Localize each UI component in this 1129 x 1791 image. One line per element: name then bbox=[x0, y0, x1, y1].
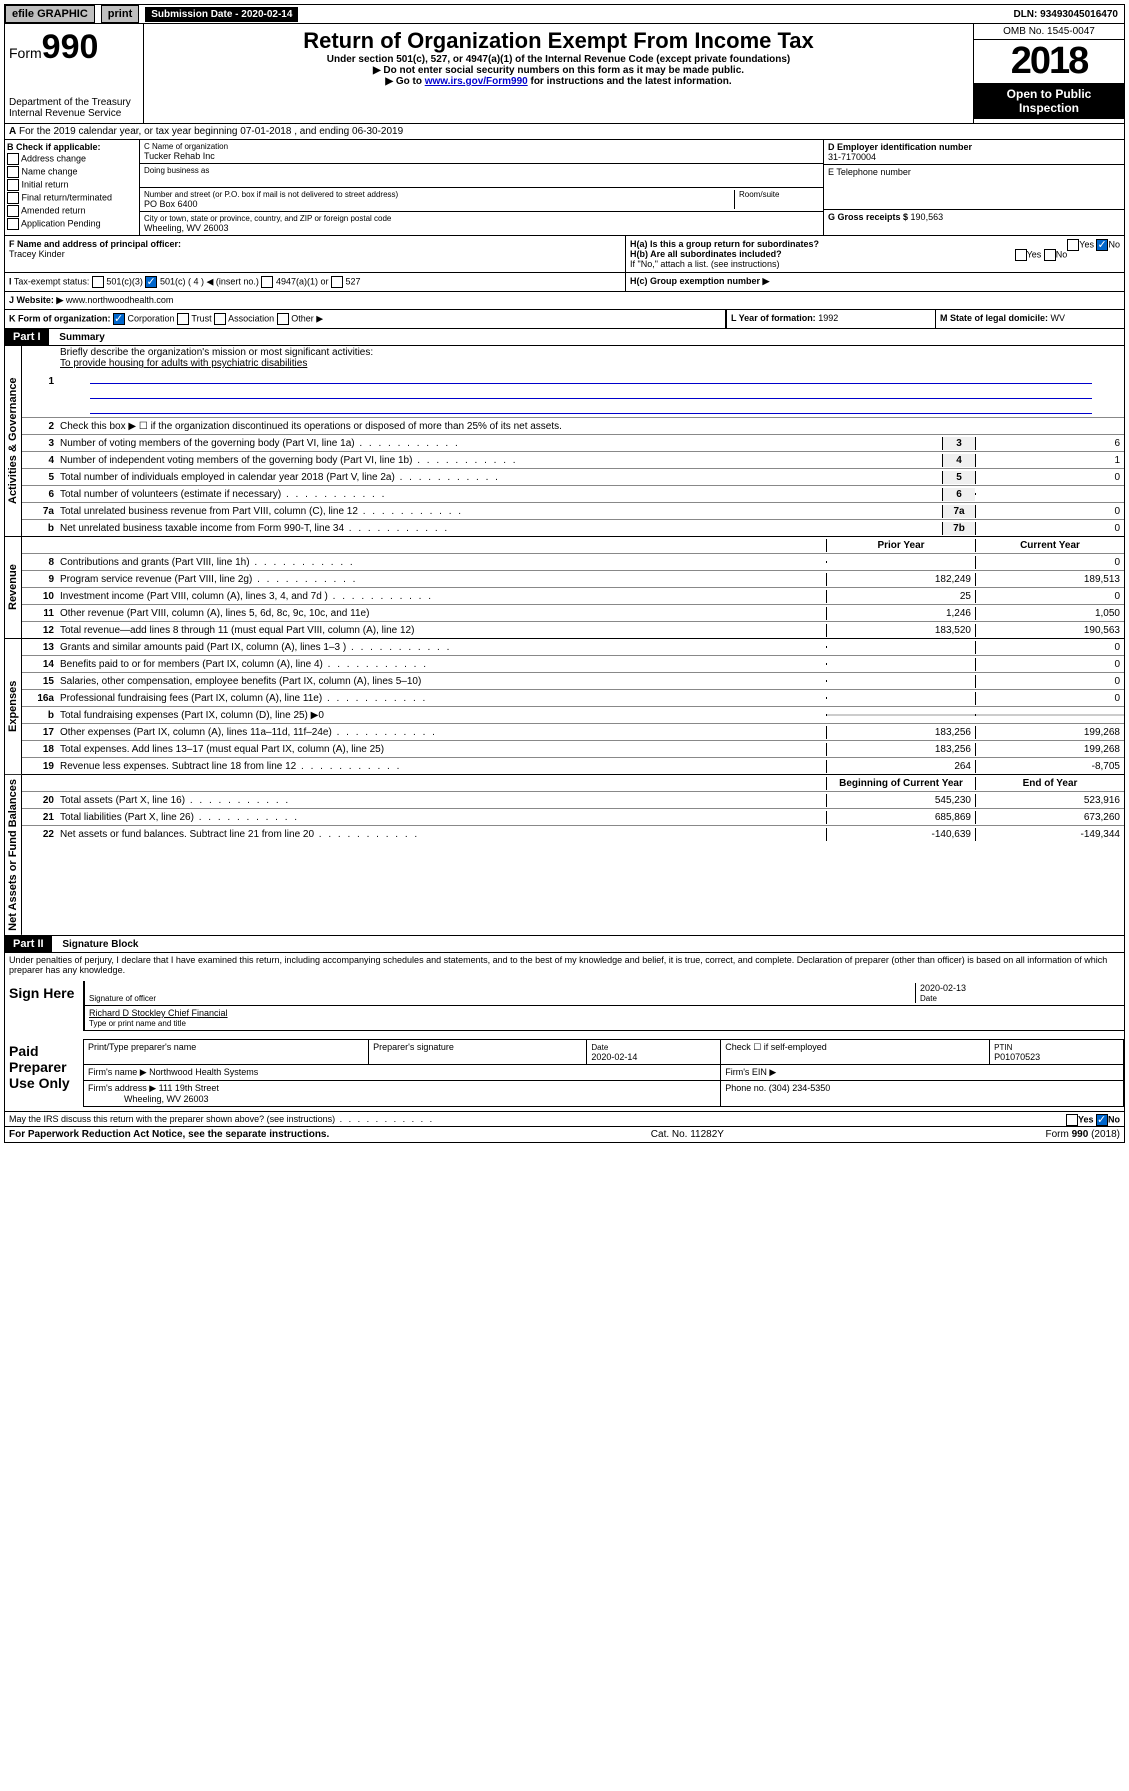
subtitle-2: Do not enter social security numbers on … bbox=[148, 65, 969, 76]
side-revenue: Revenue bbox=[5, 537, 22, 638]
form-number: 990 bbox=[42, 28, 99, 66]
dept-treasury: Department of the Treasury bbox=[9, 97, 139, 108]
print-button[interactable]: print bbox=[101, 5, 139, 23]
street-address: PO Box 6400 bbox=[144, 199, 734, 209]
form-title: Return of Organization Exempt From Incom… bbox=[148, 28, 969, 54]
org-name: Tucker Rehab Inc bbox=[144, 151, 819, 161]
irs-link[interactable]: www.irs.gov/Form990 bbox=[425, 76, 528, 87]
firm-name: Northwood Health Systems bbox=[149, 1067, 258, 1077]
v7b: 0 bbox=[975, 522, 1124, 535]
open-public: Open to Public Inspection bbox=[974, 83, 1124, 119]
v4: 1 bbox=[975, 454, 1124, 467]
row-f-h: F Name and address of principal officer:… bbox=[4, 236, 1125, 273]
entity-block: B Check if applicable: Address change Na… bbox=[4, 140, 1125, 236]
part2-header: Part II bbox=[5, 936, 52, 952]
irs-label: Internal Revenue Service bbox=[9, 108, 139, 119]
sign-here-label: Sign Here bbox=[5, 977, 83, 1035]
part2-title: Signature Block bbox=[54, 939, 138, 950]
officer-sig-name: Richard D Stockley Chief Financial bbox=[89, 1008, 228, 1018]
v6 bbox=[975, 493, 1124, 495]
row-klm: K Form of organization: Corporation Trus… bbox=[4, 310, 1125, 329]
paid-preparer-label: Paid Preparer Use Only bbox=[5, 1035, 83, 1111]
mission: To provide housing for adults with psych… bbox=[60, 358, 307, 369]
city-state-zip: Wheeling, WV 26003 bbox=[144, 223, 819, 233]
signature-block: Under penalties of perjury, I declare th… bbox=[4, 953, 1125, 1127]
check-address: Address change bbox=[7, 153, 137, 165]
row-j: J Website: ▶ www.northwoodhealth.com bbox=[4, 292, 1125, 310]
side-netassets: Net Assets or Fund Balances bbox=[5, 775, 22, 935]
sig-date: 2020-02-13 bbox=[920, 983, 966, 993]
v5: 0 bbox=[975, 471, 1124, 484]
v7a: 0 bbox=[975, 505, 1124, 518]
ptin: P01070523 bbox=[994, 1052, 1040, 1062]
tax-year: 2018 bbox=[974, 40, 1124, 83]
submission-date: Submission Date - 2020-02-14 bbox=[145, 7, 298, 22]
website: www.northwoodhealth.com bbox=[66, 295, 174, 305]
year-formation: 1992 bbox=[818, 313, 838, 323]
cat-no: Cat. No. 11282Y bbox=[651, 1129, 724, 1140]
efile-button[interactable]: efile GRAPHIC bbox=[5, 5, 95, 23]
check-name: Name change bbox=[7, 166, 137, 178]
check-final: Final return/terminated bbox=[7, 192, 137, 204]
subtitle-1: Under section 501(c), 527, or 4947(a)(1)… bbox=[148, 54, 969, 65]
perjury-statement: Under penalties of perjury, I declare th… bbox=[5, 953, 1124, 977]
form-header: Form990 Department of the Treasury Inter… bbox=[4, 24, 1125, 124]
part1-header: Part I bbox=[5, 329, 49, 345]
side-expenses: Expenses bbox=[5, 639, 22, 774]
check-initial: Initial return bbox=[7, 179, 137, 191]
row-i: I Tax-exempt status: 501(c)(3) 501(c) ( … bbox=[4, 273, 1125, 292]
dln: DLN: 93493045016470 bbox=[1007, 7, 1124, 22]
omb-number: OMB No. 1545-0047 bbox=[974, 24, 1124, 40]
v3: 6 bbox=[975, 437, 1124, 450]
footer: For Paperwork Reduction Act Notice, see … bbox=[4, 1127, 1125, 1143]
ein: 31-7170004 bbox=[828, 152, 876, 162]
side-activities: Activities & Governance bbox=[5, 346, 22, 536]
preparer-table: Print/Type preparer's name Preparer's si… bbox=[83, 1039, 1124, 1107]
gross-receipts: 190,563 bbox=[911, 212, 944, 222]
officer-name: Tracey Kinder bbox=[9, 249, 65, 259]
part1-title: Summary bbox=[51, 332, 105, 343]
part1-body: Activities & Governance 1Briefly describ… bbox=[4, 346, 1125, 537]
check-pending: Application Pending bbox=[7, 218, 137, 230]
line-a: A For the 2019 calendar year, or tax yea… bbox=[4, 124, 1125, 140]
firm-phone: (304) 234-5350 bbox=[769, 1083, 831, 1093]
state-domicile: WV bbox=[1051, 313, 1066, 323]
top-bar: efile GRAPHIC print Submission Date - 20… bbox=[4, 4, 1125, 24]
form-label: Form bbox=[9, 45, 42, 61]
check-amended: Amended return bbox=[7, 205, 137, 217]
